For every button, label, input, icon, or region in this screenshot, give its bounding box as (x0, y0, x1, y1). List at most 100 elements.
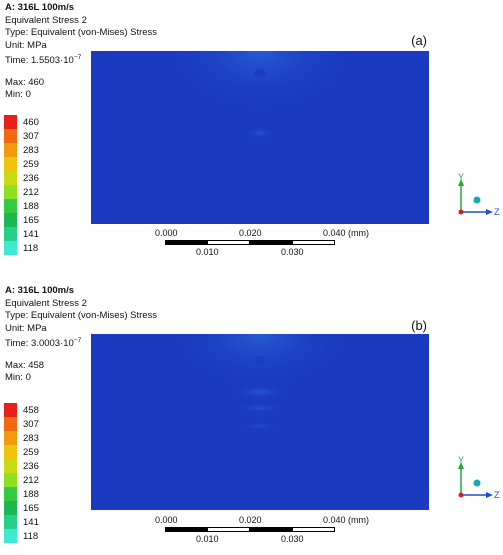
result-info: A: 316L 100m/s Equivalent Stress 2 Type:… (5, 2, 157, 68)
impact-center (254, 356, 266, 364)
legend-row: 118 (4, 529, 39, 543)
result-time: Time: 1.5503·10−7 (5, 52, 157, 68)
z-axis-arrow (486, 492, 493, 498)
result-stats: Max: 460 Min: 0 (5, 77, 44, 101)
x-axis-dot (458, 492, 464, 498)
legend-row: 236 (4, 459, 39, 473)
legend-label: 188 (23, 200, 39, 212)
legend-swatch (4, 227, 17, 241)
legend-label: 118 (23, 242, 39, 254)
axis-triad[interactable]: Y Z (452, 455, 500, 503)
stress-contour-plot[interactable] (91, 51, 429, 224)
view-sphere (473, 196, 481, 204)
result-stats: Max: 458 Min: 0 (5, 360, 44, 384)
scale-tick: 0.020 (239, 515, 262, 525)
max-value: Max: 458 (5, 360, 45, 371)
stress-hotspot (200, 334, 320, 378)
color-legend: 458 307 283 259 236 212 188 165 141 118 (4, 403, 39, 543)
result-type: Type: Equivalent (von-Mises) Stress (5, 27, 158, 38)
scale-tick: 0.030 (281, 247, 304, 257)
z-axis-arrow (486, 209, 493, 215)
scale-tick: 0.040 (mm) (323, 228, 370, 238)
legend-row: 141 (4, 515, 39, 529)
legend-label: 283 (23, 144, 39, 156)
scale-segment (165, 527, 207, 532)
legend-label: 236 (23, 460, 39, 472)
scale-segment (250, 527, 292, 532)
legend-swatch (4, 529, 17, 543)
legend-swatch (4, 129, 17, 143)
result-time: Time: 3.0003·10−7 (5, 335, 157, 351)
scale-tick: 0.000 (155, 515, 178, 525)
result-panel-b: A: 316L 100m/s Equivalent Stress 2 Type:… (0, 283, 503, 555)
legend-swatch (4, 199, 17, 213)
legend-row: 188 (4, 487, 39, 501)
scale-tick: 0.010 (196, 247, 219, 257)
legend-swatch (4, 515, 17, 529)
impact-center (254, 69, 266, 77)
legend-row: 307 (4, 129, 39, 143)
legend-swatch (4, 501, 17, 515)
scale-segment (207, 240, 250, 245)
legend-swatch (4, 473, 17, 487)
scale-segment (250, 240, 292, 245)
result-name: Equivalent Stress 2 (5, 14, 87, 26)
legend-label: 307 (23, 418, 39, 430)
legend-row: 212 (4, 185, 39, 199)
stress-wave (230, 385, 290, 399)
scale-tick: 0.020 (239, 228, 262, 238)
legend-label: 460 (23, 116, 39, 128)
panel-label: (b) (411, 318, 427, 333)
legend-swatch (4, 459, 17, 473)
scale-bar: 0.000 0.020 0.040 (mm) 0.010 0.030 (155, 228, 369, 258)
model-title: A: 316L 100m/s (5, 285, 75, 296)
legend-row: 165 (4, 501, 39, 515)
legend-row: 460 (4, 115, 39, 129)
time-value: Time: 1.5503·10 (5, 55, 74, 66)
legend-swatch (4, 417, 17, 431)
scale-segment (292, 240, 335, 245)
legend-swatch (4, 445, 17, 459)
time-exponent: −7 (73, 337, 82, 344)
result-unit: Unit: MPa (5, 39, 47, 51)
scale-bar: 0.000 0.020 0.040 (mm) 0.010 0.030 (155, 515, 369, 545)
legend-swatch (4, 487, 17, 501)
legend-swatch (4, 171, 17, 185)
legend-swatch (4, 241, 17, 255)
legend-label: 212 (23, 474, 39, 486)
result-unit: Unit: MPa (5, 322, 47, 334)
legend-row: 259 (4, 445, 39, 459)
legend-swatch (4, 157, 17, 171)
legend-swatch (4, 431, 17, 445)
z-axis-label: Z (494, 490, 500, 500)
legend-row: 236 (4, 171, 39, 185)
legend-row: 283 (4, 431, 39, 445)
result-panel-a: A: 316L 100m/s Equivalent Stress 2 Type:… (0, 0, 503, 272)
legend-label: 307 (23, 130, 39, 142)
model-title: A: 316L 100m/s (5, 2, 75, 13)
legend-label: 118 (23, 530, 39, 542)
max-value: Max: 460 (5, 77, 45, 88)
legend-row: 259 (4, 157, 39, 171)
legend-swatch (4, 143, 17, 157)
result-type: Type: Equivalent (von-Mises) Stress (5, 310, 158, 321)
stress-wave (244, 127, 276, 139)
scale-segment (292, 527, 335, 532)
legend-row: 141 (4, 227, 39, 241)
stress-wave (236, 403, 284, 413)
legend-label: 141 (23, 516, 39, 528)
legend-label: 212 (23, 186, 39, 198)
legend-row: 458 (4, 403, 39, 417)
legend-row: 188 (4, 199, 39, 213)
legend-row: 212 (4, 473, 39, 487)
time-exponent: −7 (73, 54, 82, 61)
z-axis-label: Z (494, 207, 500, 217)
legend-label: 188 (23, 488, 39, 500)
scale-segment (207, 527, 250, 532)
y-axis-label: Y (458, 172, 464, 182)
stress-contour-plot[interactable] (91, 334, 429, 510)
panel-label: (a) (411, 33, 427, 48)
legend-label: 283 (23, 432, 39, 444)
legend-label: 141 (23, 228, 39, 240)
axis-triad[interactable]: Y Z (452, 172, 500, 220)
